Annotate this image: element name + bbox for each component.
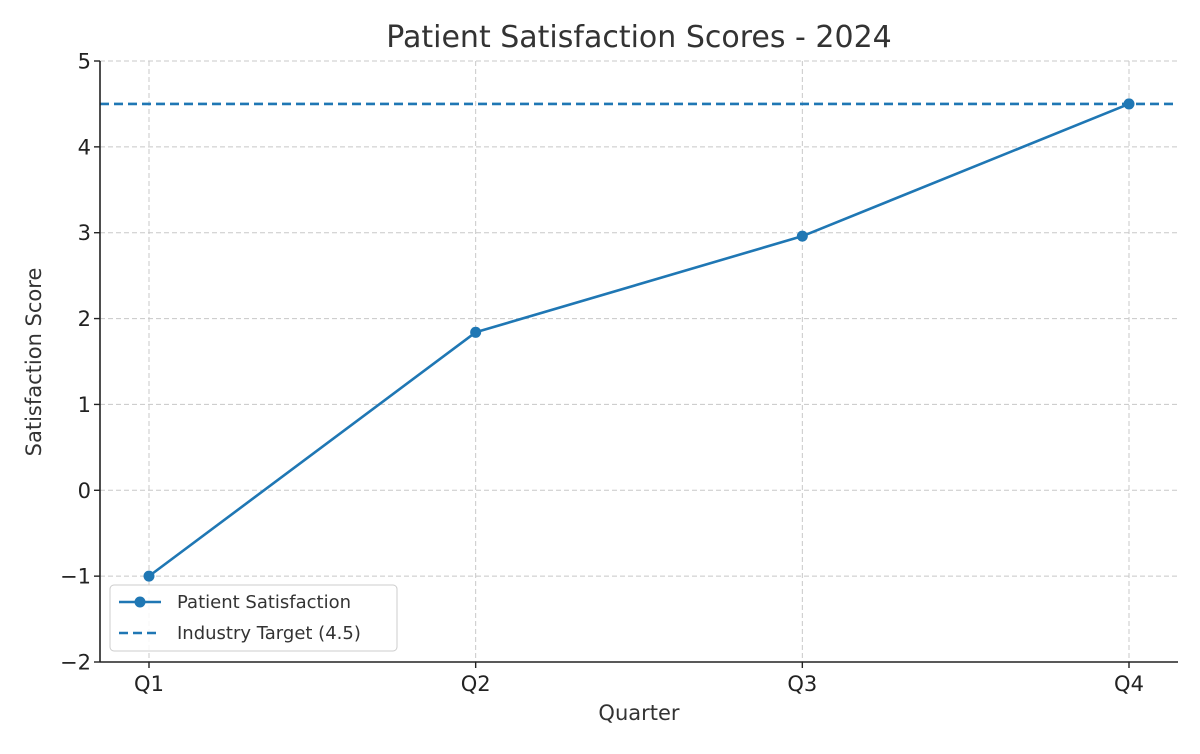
legend: Patient Satisfaction Industry Target (4.…	[109, 584, 398, 652]
x-tick-label: Q4	[1114, 672, 1144, 696]
x-tick-label: Q1	[134, 672, 164, 696]
y-tick-label: 5	[78, 50, 91, 74]
x-axis-title: Quarter	[598, 701, 679, 725]
y-tick-label: 4	[78, 135, 91, 159]
legend-label-patient-satisfaction: Patient Satisfaction	[177, 592, 351, 613]
legend-marker-patient-satisfaction	[134, 596, 146, 608]
y-axis-title: Satisfaction Score	[22, 268, 46, 457]
series-layer	[143, 98, 1135, 582]
x-tick-label: Q2	[461, 672, 491, 696]
chart-title: Patient Satisfaction Scores - 2024	[386, 20, 892, 55]
legend-label-industry-target: Industry Target (4.5)	[177, 623, 361, 644]
legend-box	[109, 584, 398, 652]
data-point	[470, 326, 482, 338]
y-tick-label: −1	[60, 565, 91, 589]
y-tick-label: 0	[78, 479, 91, 503]
series-line-patient-satisfaction	[148, 102, 1130, 578]
data-point	[796, 230, 808, 242]
x-tick-label: Q3	[787, 672, 817, 696]
y-tick-label: 3	[78, 221, 91, 245]
data-point	[1123, 98, 1135, 110]
grid-layer	[100, 60, 1178, 662]
y-tick-label: −2	[60, 651, 91, 675]
ticks-layer: −2 −1 0 1 2 3 4 5 Q1 Q2 Q3 Q4	[60, 50, 1144, 697]
y-tick-label: 1	[78, 393, 91, 417]
y-tick-label: 2	[78, 307, 91, 331]
axes-layer	[99, 61, 1178, 663]
data-point	[143, 570, 155, 582]
